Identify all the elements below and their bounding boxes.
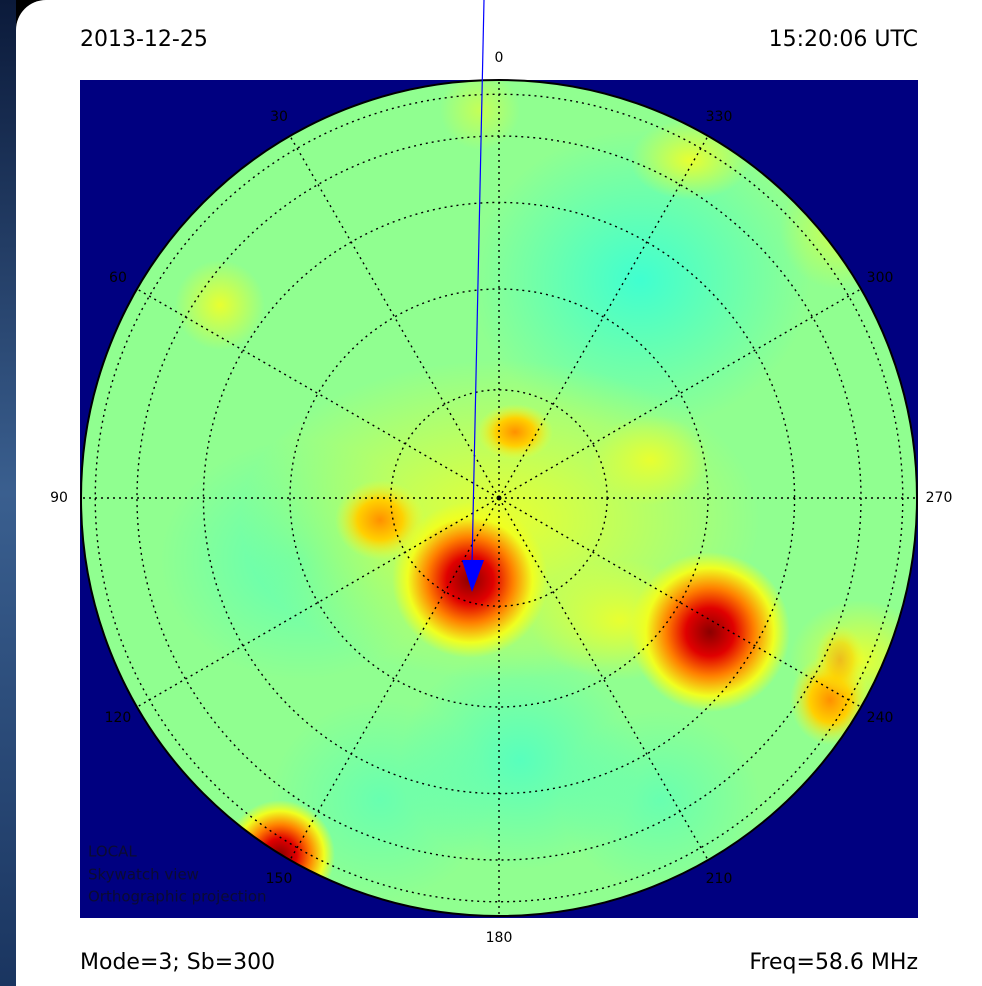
footer-right: Freq=58.6 MHz bbox=[749, 950, 918, 975]
azimuth-label: 240 bbox=[867, 710, 894, 726]
note: Skywatch view bbox=[88, 866, 199, 884]
azimuth-label: 180 bbox=[486, 930, 513, 946]
azimuth-label: 300 bbox=[867, 270, 894, 286]
azimuth-label: 270 bbox=[926, 490, 953, 506]
azimuth-label: 120 bbox=[105, 710, 132, 726]
page: LOCAL Skywatch view Orthographic project… bbox=[0, 0, 982, 986]
azimuth-label: 60 bbox=[109, 270, 127, 286]
azimuth-label: 30 bbox=[270, 109, 288, 125]
note: Orthographic projection bbox=[88, 888, 267, 906]
footer-left: Mode=3; Sb=300 bbox=[80, 950, 275, 975]
azimuth-label: 330 bbox=[706, 109, 733, 125]
date: 2013-12-25 bbox=[80, 27, 208, 52]
azimuth-label: 210 bbox=[706, 871, 733, 887]
note: LOCAL bbox=[88, 843, 137, 861]
azimuth-label: 150 bbox=[266, 871, 293, 887]
azimuth-label: 90 bbox=[50, 490, 68, 506]
azimuth-label: 0 bbox=[495, 50, 504, 66]
time: 15:20:06 UTC bbox=[769, 27, 918, 52]
zenith bbox=[497, 496, 502, 501]
chart: LOCAL Skywatch view Orthographic project… bbox=[0, 0, 982, 986]
